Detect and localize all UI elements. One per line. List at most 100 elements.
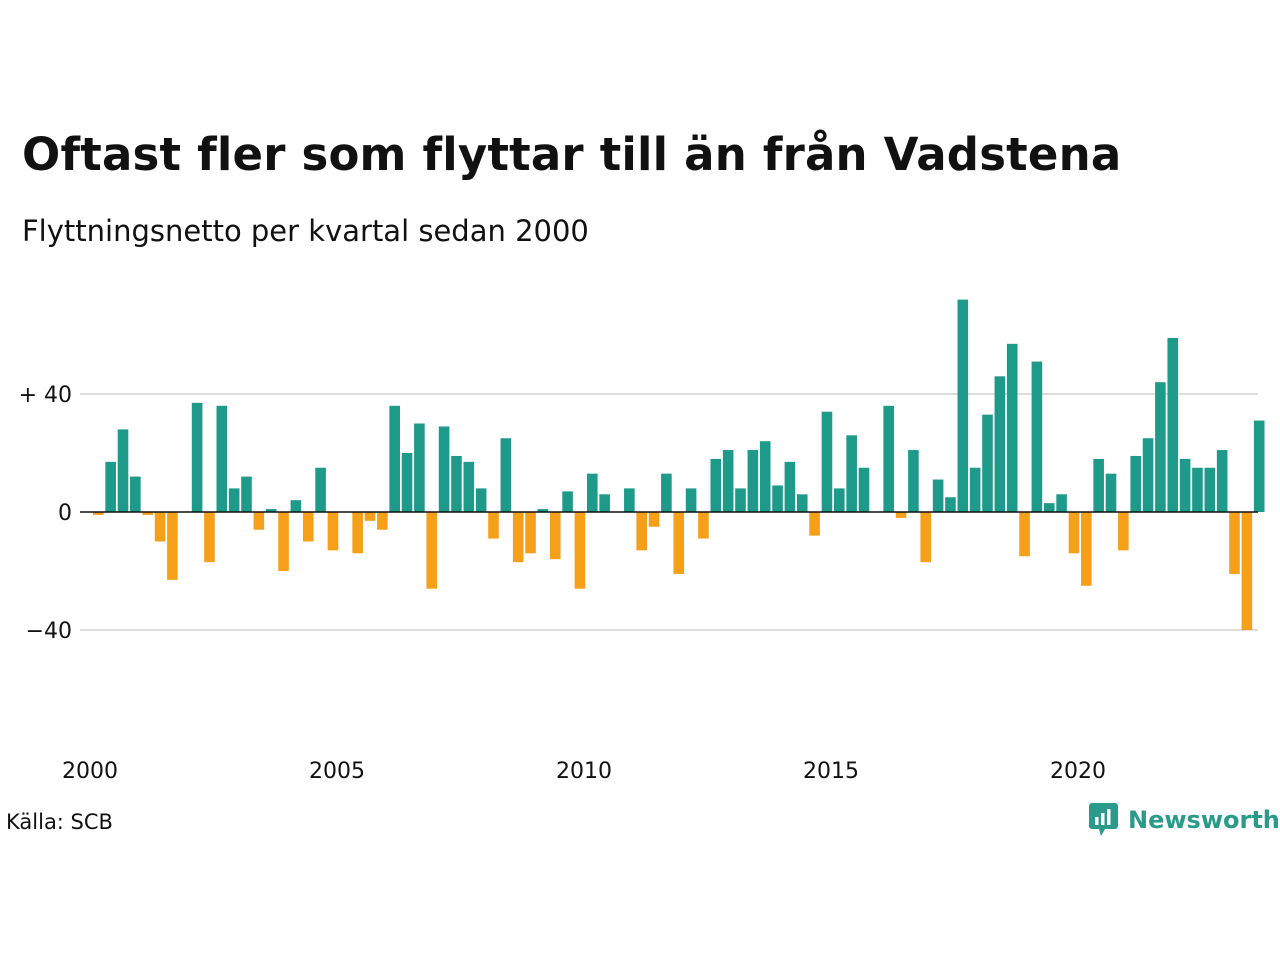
bar: 2022 K2: 15 <box>1192 467 1203 512</box>
bar: 2020 K1: -25 <box>1081 512 1092 586</box>
x-tick-label: 2015 <box>803 759 859 784</box>
newsworthy-logo-text: Newsworthy <box>1128 806 1280 834</box>
chart-title: Oftast fler som flyttar till än från Vad… <box>22 128 1122 181</box>
bar: 2002 K1: 37 <box>191 402 203 512</box>
bar: 2014 K1: 17 <box>784 461 796 512</box>
chart-subtitle: Flyttningsnetto per kvartal sedan 2000 <box>22 214 589 248</box>
bar: 2014 K2: 6 <box>796 494 808 512</box>
bar: 2004 K1: 4 <box>290 500 302 512</box>
bar: 2018 K3: 57 <box>1006 343 1018 512</box>
y-tick-label: −40 <box>26 619 72 644</box>
bar-chart: 2000 K1: -12000 K2: 172000 K3: 282000 K4… <box>19 299 1265 784</box>
bar: 2001 K1: -1 <box>142 512 153 515</box>
bar: 2021 K3: 44 <box>1155 382 1166 512</box>
bar: 2018 K4: -15 <box>1019 512 1030 557</box>
bar: 2009 K1: 1 <box>537 509 549 512</box>
bar: 2004 K3: 15 <box>315 467 326 512</box>
bar: 2016 K4: -17 <box>920 512 932 563</box>
bar: 2005 K4: -6 <box>377 512 388 530</box>
bar: 2003 K2: -6 <box>253 512 265 530</box>
bar: 2009 K4: -26 <box>574 512 586 589</box>
bar: 2007 K3: 17 <box>463 461 475 512</box>
bar: 2016 K2: -2 <box>895 512 907 518</box>
bar: 2015 K2: 26 <box>846 435 857 512</box>
bar: 2011 K4: -21 <box>673 512 685 574</box>
y-tick-label: + 40 <box>19 383 72 408</box>
bar: 2016 K3: 21 <box>908 450 919 512</box>
bar: 2010 K1: 13 <box>587 473 598 512</box>
bar: 2010 K4: 8 <box>624 488 635 512</box>
bar: 2002 K2: -17 <box>204 512 215 563</box>
bar: 2018 K1: 33 <box>982 414 993 512</box>
bar: 2006 K3: 30 <box>414 423 425 512</box>
bar: 2006 K2: 20 <box>401 453 413 512</box>
bar: 2015 K1: 8 <box>834 488 845 512</box>
bar: 2009 K3: 7 <box>562 491 573 512</box>
bar: 2013 K4: 9 <box>772 485 783 512</box>
bar: 2012 K2: -9 <box>698 512 709 539</box>
bar: 2005 K2: -14 <box>352 512 363 554</box>
x-tick-label: 2020 <box>1050 759 1106 784</box>
bar: 2000 K1: -1 <box>93 512 104 515</box>
bar: 2007 K2: 19 <box>451 455 462 512</box>
bar: 2002 K4: 8 <box>228 488 240 512</box>
bar: 2011 K2: -5 <box>648 512 660 527</box>
bar: 2006 K1: 36 <box>389 405 400 512</box>
bar: 2017 K1: 11 <box>932 479 944 512</box>
bar: 2023 K3: 31 <box>1253 420 1265 512</box>
axis-labels: + 40 0 −40 2000 2005 2010 2015 2020 <box>19 383 1258 784</box>
bar: 2002 K3: 36 <box>216 405 228 512</box>
bar: 2000 K3: 28 <box>117 429 129 512</box>
bar: 2021 K4: 59 <box>1167 337 1179 512</box>
bar: 2023 K2: -40 <box>1241 512 1253 630</box>
source-note: Källa: SCB <box>6 810 113 834</box>
bar: 2003 K1: 12 <box>241 476 252 512</box>
bar: 2014 K3: -8 <box>809 512 820 536</box>
bar: 2014 K4: 34 <box>821 411 833 512</box>
bar: 2019 K4: -14 <box>1068 512 1080 554</box>
newsworthy-logo-icon <box>1089 803 1118 836</box>
bar: 2019 K1: 51 <box>1031 361 1043 512</box>
bar: 2011 K1: -13 <box>636 512 647 551</box>
bar: 2019 K3: 6 <box>1056 494 1067 512</box>
bar: 2019 K2: 3 <box>1043 503 1055 512</box>
bar: 2017 K4: 15 <box>969 467 981 512</box>
bar: 2017 K3: 72 <box>957 299 969 512</box>
bar: 2003 K4: -20 <box>278 512 289 571</box>
bar: 2000 K4: 12 <box>130 476 141 512</box>
bar: 2008 K1: -9 <box>488 512 499 539</box>
bar: 2021 K1: 19 <box>1130 455 1141 512</box>
y-tick-label: 0 <box>58 501 72 526</box>
bar: 2022 K3: 15 <box>1204 467 1216 512</box>
bar: 2023 K1: -21 <box>1229 512 1240 574</box>
x-tick-label: 2005 <box>309 759 365 784</box>
bar: 2001 K2: -10 <box>154 512 166 542</box>
bar: 2010 K2: 6 <box>599 494 610 512</box>
bar: 2017 K2: 5 <box>945 497 956 512</box>
bar: 2001 K3: -23 <box>167 512 178 580</box>
x-tick-label: 2000 <box>62 759 118 784</box>
bar: 2013 K2: 21 <box>747 450 759 512</box>
bar: 2020 K3: 13 <box>1105 473 1117 512</box>
bar: 2013 K1: 8 <box>735 488 746 512</box>
bar: 2020 K2: 18 <box>1093 458 1104 512</box>
bar: 2016 K1: 36 <box>883 405 894 512</box>
x-tick-label: 2010 <box>556 759 612 784</box>
bar: 2020 K4: -13 <box>1118 512 1129 551</box>
bar: 2022 K1: 18 <box>1179 458 1191 512</box>
bar: 2015 K3: 15 <box>858 467 870 512</box>
gridlines <box>80 393 1258 631</box>
bar: 2008 K3: -17 <box>512 512 524 563</box>
bar: 2006 K4: -26 <box>426 512 438 589</box>
bar: 2011 K3: 13 <box>661 473 672 512</box>
bar: 2004 K4: -13 <box>327 512 339 551</box>
bar: 2012 K4: 21 <box>722 450 734 512</box>
bar: 2003 K3: 1 <box>265 509 277 512</box>
bar: 2007 K1: 29 <box>438 426 450 512</box>
bar: 2008 K4: -14 <box>525 512 536 554</box>
bar: 2009 K2: -16 <box>549 512 561 560</box>
bar: 2018 K2: 46 <box>994 376 1006 512</box>
bar: 2007 K4: 8 <box>475 488 487 512</box>
bars: 2000 K1: -12000 K2: 172000 K3: 282000 K4… <box>93 299 1265 630</box>
bar: 2000 K2: 17 <box>105 461 116 512</box>
